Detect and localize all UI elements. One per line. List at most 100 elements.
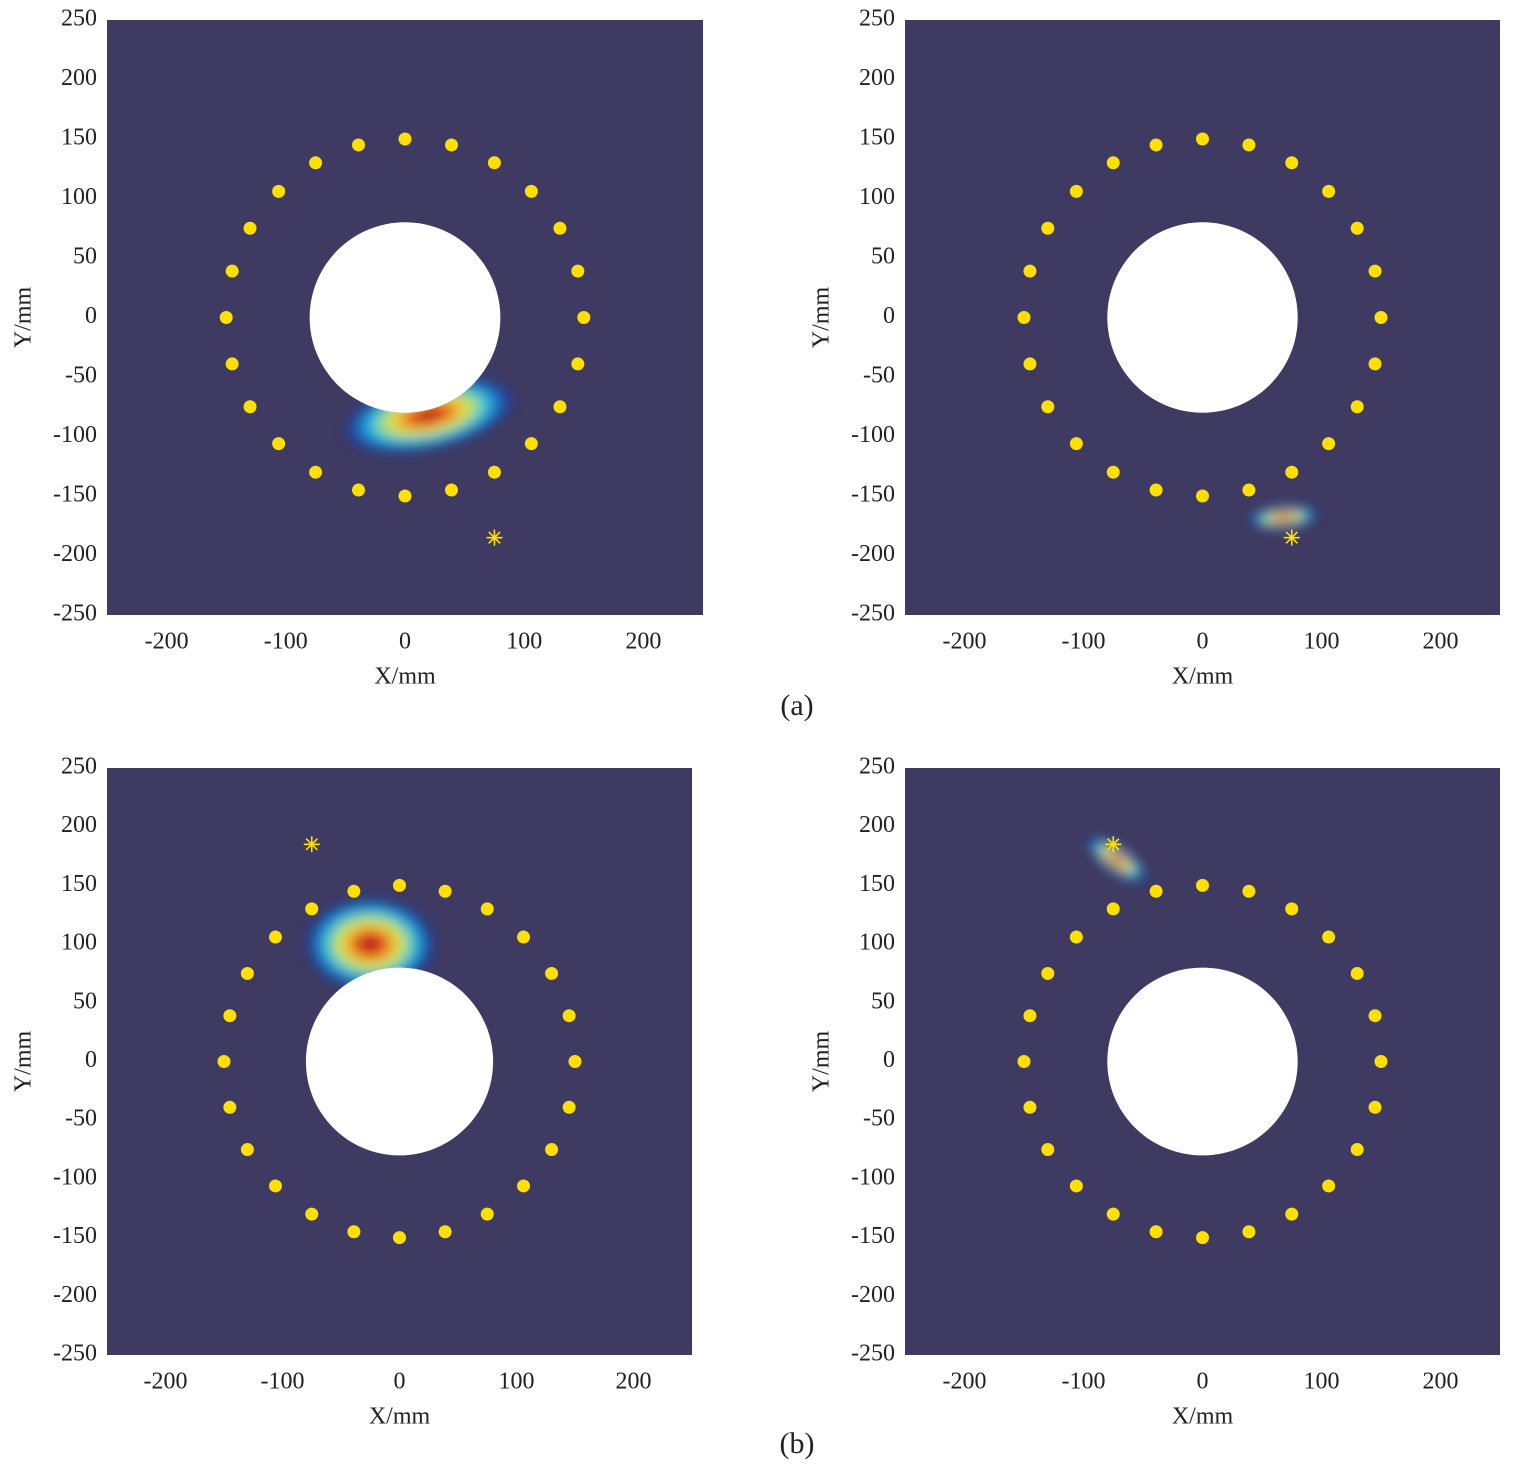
y-tick-label: -200 [53, 541, 97, 567]
y-tick-label: -200 [851, 541, 895, 567]
y-tick-label: 200 [859, 65, 895, 91]
y-tick-label: 250 [61, 6, 97, 32]
x-tick-label: 0 [394, 1369, 406, 1395]
sensor [272, 184, 286, 198]
source-marker [303, 836, 320, 853]
sensor [1322, 184, 1336, 198]
sensor [309, 156, 323, 170]
y-tick-label: 200 [61, 65, 97, 91]
obstacle [1107, 967, 1298, 1156]
sensor [1069, 1179, 1083, 1193]
x-tick-label: 200 [1423, 1369, 1459, 1395]
sensor [568, 1055, 582, 1068]
sensor [305, 902, 319, 916]
y-tick-label: -250 [851, 1341, 895, 1367]
source-marker [1105, 836, 1122, 853]
sensor [225, 264, 239, 278]
y-tick-label: 250 [859, 6, 895, 32]
y-tick-label: -250 [53, 601, 97, 627]
panel: -250 -200 -150 -100 -50 0 50 100 150 200 250 -200 -1… [11, 754, 692, 1430]
x-tick-label: 200 [616, 1369, 652, 1395]
sensor [1023, 357, 1037, 371]
y-tick-label: 100 [61, 184, 97, 210]
sensor [1041, 400, 1055, 414]
sensor [1242, 138, 1256, 152]
sensor [1041, 1143, 1055, 1157]
x-tick-label: -200 [144, 1369, 188, 1395]
y-tick-label: -100 [53, 422, 97, 448]
sensor [1106, 156, 1120, 170]
sensor [577, 311, 591, 324]
y-tick-label: 0 [85, 303, 97, 329]
y-axis-label: Y/mm [809, 287, 835, 349]
y-tick-label: -150 [53, 1223, 97, 1249]
y-tick-label: -50 [863, 363, 895, 389]
sensor [1322, 1179, 1336, 1193]
sensor [1368, 357, 1382, 371]
sensor [1017, 311, 1031, 324]
source-marker [1283, 529, 1300, 546]
sensor [1149, 884, 1163, 898]
heat-level [1279, 516, 1288, 519]
y-tick-label: 200 [61, 812, 97, 838]
sensor [1350, 400, 1364, 414]
sensor [562, 1100, 576, 1114]
sensor [1041, 966, 1055, 980]
sensor [1017, 1055, 1031, 1068]
x-tick-label: 0 [1197, 1369, 1209, 1395]
sensor [1023, 264, 1037, 278]
sensor [240, 1143, 254, 1157]
sensor [1285, 902, 1299, 916]
x-axis-label: X/mm [369, 1404, 431, 1430]
sensor [352, 483, 366, 497]
source-marker [486, 529, 503, 546]
sensor [562, 1009, 576, 1023]
sensor [553, 400, 567, 414]
sensor [272, 437, 286, 451]
sensor [517, 1179, 531, 1193]
sensor [268, 1179, 282, 1193]
sensor [444, 483, 458, 497]
y-tick-label: -150 [53, 482, 97, 508]
sensor [1242, 1225, 1256, 1239]
y-tick-label: 250 [859, 754, 895, 780]
sensor [223, 1100, 237, 1114]
x-tick-label: 200 [625, 629, 661, 655]
y-tick-label: 150 [859, 125, 895, 151]
sensor [223, 1009, 237, 1023]
sensor [438, 1225, 452, 1239]
sensor [1069, 437, 1083, 451]
sensor [268, 930, 282, 944]
sensor [545, 966, 559, 980]
x-tick-label: -100 [1062, 629, 1106, 655]
sensor [1242, 884, 1256, 898]
heat-level [362, 938, 379, 950]
sensor [393, 878, 406, 892]
sensor [352, 138, 366, 152]
y-tick-label: -100 [53, 1164, 97, 1190]
sensor [305, 1207, 319, 1221]
sensor [243, 400, 257, 414]
y-tick-label: -100 [851, 422, 895, 448]
x-tick-label: -100 [261, 1369, 305, 1395]
sensor [480, 1207, 494, 1221]
x-axis-label: X/mm [374, 664, 436, 690]
y-tick-label: 50 [73, 988, 97, 1014]
sensor [1149, 483, 1163, 497]
x-tick-label: -200 [943, 629, 987, 655]
sensor [1196, 489, 1209, 503]
sensor [480, 902, 494, 916]
x-tick-label: -200 [145, 629, 189, 655]
obstacle [1107, 222, 1298, 413]
y-tick-label: 0 [85, 1047, 97, 1073]
figure-label: (a) [780, 689, 813, 722]
y-tick-label: 250 [61, 754, 97, 780]
sensor [347, 1225, 361, 1239]
sensor [1368, 1009, 1382, 1023]
obstacle [305, 967, 494, 1156]
y-axis-label: Y/mm [11, 1031, 37, 1093]
sensor [217, 1055, 231, 1068]
sensor [1023, 1009, 1037, 1023]
sensor [1023, 1100, 1037, 1114]
